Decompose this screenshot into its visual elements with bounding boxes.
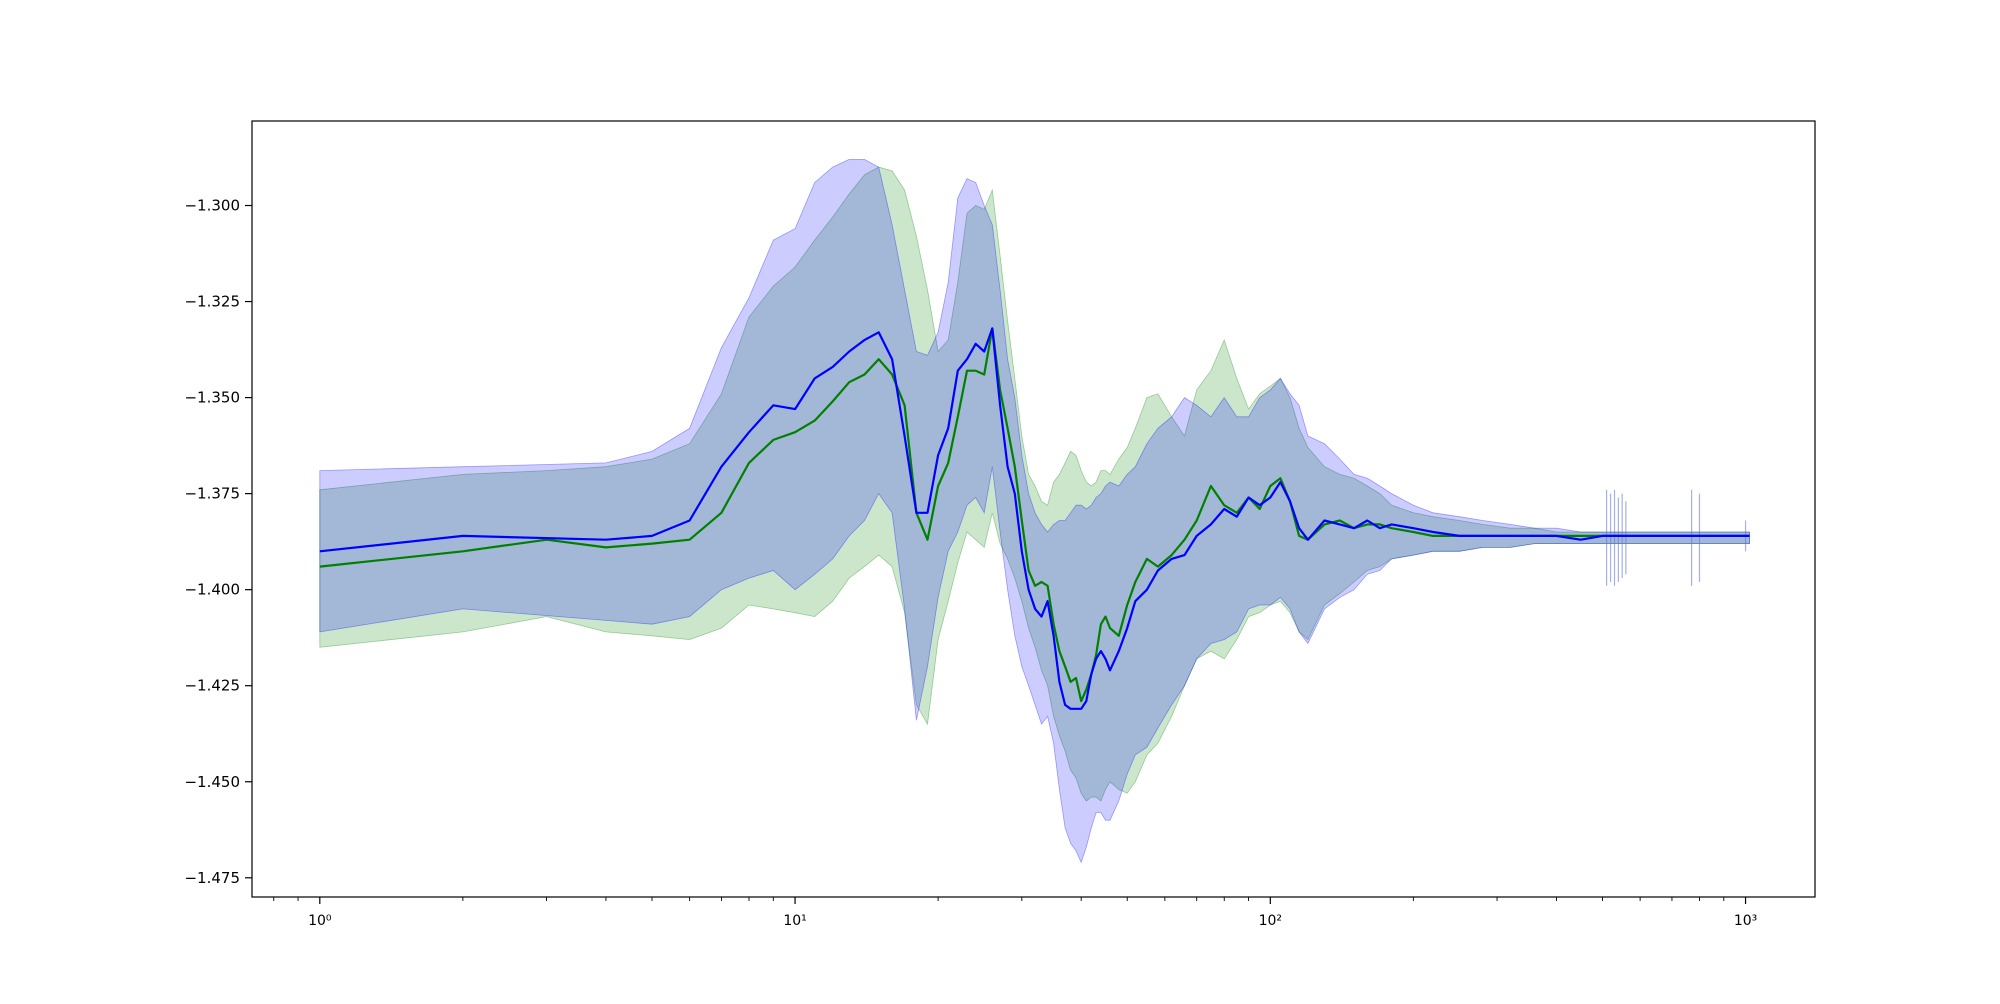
y-tick-label: −1.475	[184, 869, 240, 887]
y-tick-label: −1.425	[184, 677, 240, 695]
plot-frame	[251, 120, 1816, 898]
x-tick-label: 10³	[1734, 913, 1757, 929]
series-0-line	[319, 327, 1750, 710]
y-tick-label: −1.350	[184, 389, 240, 407]
series-1-band	[319, 166, 1750, 802]
y-axis: −1.300 −1.325 −1.350 −1.375 −1.400 −1.425 −1.4…	[184, 197, 252, 887]
y-tick-label: −1.450	[184, 773, 240, 791]
x-tick-label: 10⁰	[308, 913, 332, 929]
series-0-band	[319, 159, 1750, 864]
x-tick-label: 10¹	[783, 913, 806, 929]
y-tick-label: −1.300	[184, 197, 240, 215]
plot-content	[319, 159, 1750, 864]
y-tick-label: −1.325	[184, 293, 240, 311]
y-tick-label: −1.375	[184, 485, 240, 503]
y-tick-label: −1.400	[184, 581, 240, 599]
x-axis: 10⁰ 10¹ 10² 10³	[273, 897, 1757, 929]
series-1-line	[319, 327, 1750, 703]
x-tick-label: 10²	[1259, 913, 1282, 929]
